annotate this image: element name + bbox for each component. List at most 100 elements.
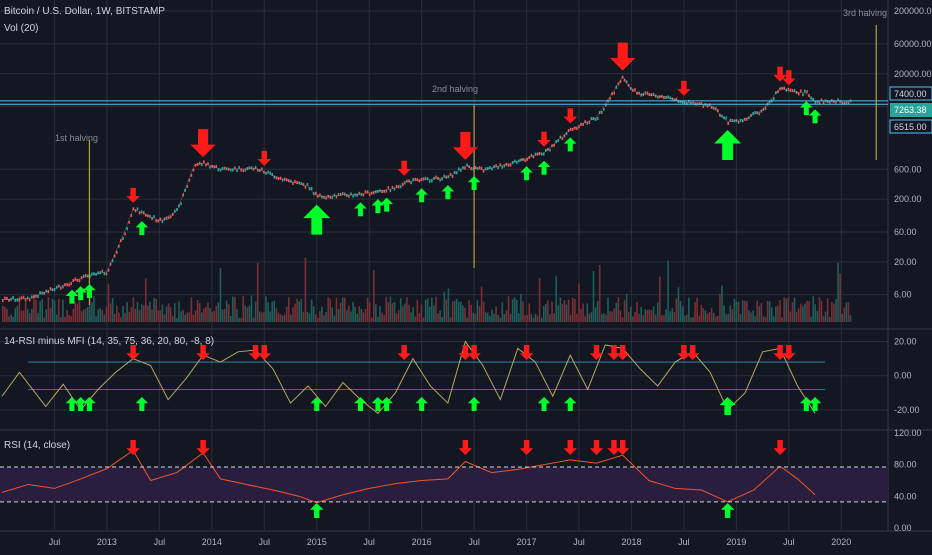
price-candle (379, 189, 381, 193)
osc-buy-arrow (371, 397, 385, 411)
price-candle (775, 91, 777, 95)
volume-bar (526, 315, 528, 322)
price-candle (265, 171, 267, 175)
volume-bar (55, 314, 58, 322)
price-candle (6, 296, 8, 300)
price-candle (2, 299, 4, 303)
price-candle (362, 193, 365, 197)
price-candle (841, 101, 844, 105)
volume-bar (530, 314, 533, 322)
price-candle (654, 94, 657, 98)
price-candle (321, 195, 323, 199)
price-candle (733, 119, 736, 123)
volume-bar (142, 305, 145, 322)
volume-bar (24, 298, 27, 322)
volume-bar (826, 298, 829, 322)
price-candle (118, 244, 120, 248)
volume-bar (391, 303, 394, 322)
buy-signal-arrow (74, 286, 87, 301)
price-candle (288, 179, 290, 183)
price-candle (203, 160, 205, 164)
volume-bar (522, 301, 524, 322)
price-candle (524, 159, 526, 163)
volume-bar (737, 301, 740, 322)
volume-bar (64, 316, 66, 322)
price-candle (743, 117, 746, 121)
price-candle (449, 172, 452, 176)
price-candle (283, 177, 286, 181)
volume-bar (165, 306, 168, 322)
price-candle (719, 113, 721, 117)
volume-bar (822, 316, 825, 322)
buy-signal-arrow (800, 101, 813, 116)
volume-bar (538, 278, 541, 322)
volume-bar (124, 313, 126, 322)
volume-bar (356, 313, 359, 322)
volume-bar (495, 306, 497, 322)
volume-bar (623, 300, 626, 322)
volume-bar (82, 309, 85, 322)
volume-bar (8, 316, 10, 322)
volume-bar (265, 296, 267, 322)
price-candle (630, 87, 632, 91)
price-candle (14, 298, 17, 302)
volume-bar (294, 303, 296, 322)
volume-bar (250, 295, 253, 322)
volume-bar (283, 314, 286, 322)
price-candle (507, 163, 510, 167)
price-candle (555, 140, 557, 144)
price-candle (335, 195, 338, 199)
price-candle (339, 192, 342, 196)
volume-bar (671, 308, 674, 322)
volume-bar (404, 303, 406, 322)
volume-bar (140, 304, 143, 322)
volume-bar (567, 299, 570, 322)
price-candle (447, 175, 450, 179)
volume-bar (816, 311, 819, 322)
volume-bar (261, 312, 263, 322)
price-candle (814, 100, 817, 104)
price-candle (200, 163, 203, 167)
volume-bar (735, 301, 738, 322)
price-candle (53, 288, 56, 292)
price-candle (33, 295, 35, 299)
volume-bar (712, 312, 715, 322)
price-candle (130, 213, 133, 217)
price-candle (348, 194, 350, 198)
volume-bar (207, 302, 209, 322)
volume-bar (49, 308, 52, 322)
volume-bar (547, 300, 549, 322)
volume-bar (167, 303, 170, 322)
volume-bar (489, 315, 491, 322)
price-candle (368, 193, 371, 197)
price-candle (741, 119, 744, 123)
price-candle (422, 177, 425, 181)
volume-bar (437, 313, 439, 322)
price-candle (799, 89, 802, 93)
volume-bar (302, 311, 305, 322)
price-candle (526, 157, 528, 161)
volume-bar (781, 317, 783, 322)
price-candle (12, 295, 14, 299)
price-candle (551, 144, 553, 148)
volume-bar (582, 303, 584, 322)
price-candle (486, 167, 489, 171)
volume-bar (10, 314, 12, 322)
volume-bar (799, 303, 802, 322)
volume-bar (236, 309, 238, 322)
price-candle (748, 116, 750, 120)
volume-bar (86, 307, 89, 322)
price-candle (737, 120, 740, 124)
price-candle (252, 167, 255, 171)
osc-buy-arrow (65, 397, 79, 411)
volume-bar (277, 312, 280, 322)
volume-bar (47, 296, 50, 322)
volume-bar (325, 312, 327, 322)
volume-bar (267, 302, 269, 322)
volume-bar (727, 313, 730, 322)
volume-bar (640, 306, 642, 322)
rsi-sell-arrow (458, 440, 473, 455)
y-tick-label: 60000.00 (894, 39, 932, 49)
price-candle (372, 191, 375, 195)
volume-bar (412, 307, 414, 322)
